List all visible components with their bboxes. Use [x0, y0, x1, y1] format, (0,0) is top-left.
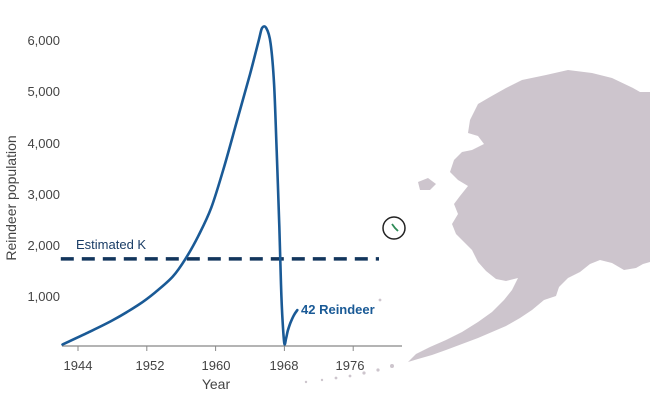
- y-tick-label: 3,000: [27, 187, 60, 202]
- y-tick-label: 1,000: [27, 289, 60, 304]
- estimated-k-label: Estimated K: [76, 237, 146, 252]
- y-tick-label: 2,000: [27, 238, 60, 253]
- aleutian-island: [304, 380, 308, 384]
- x-tick-label: 1976: [336, 358, 365, 373]
- nunivak-island: [418, 178, 436, 190]
- x-axis-title: Year: [202, 376, 231, 392]
- x-tick-marks: [77, 346, 354, 351]
- island-marker: [382, 216, 406, 240]
- y-tick-label: 5,000: [27, 84, 60, 99]
- aleutian-island: [348, 374, 352, 378]
- aleutian-island: [376, 368, 380, 372]
- y-tick-label: 4,000: [27, 136, 60, 151]
- x-tick-label: 1968: [270, 358, 299, 373]
- alaska-mainland: [408, 70, 650, 362]
- aleutian-island: [320, 378, 324, 382]
- y-axis-title: Reindeer population: [3, 135, 19, 260]
- alaska-map: [304, 70, 650, 384]
- aleutian-island: [362, 371, 366, 375]
- kodiak-island: [540, 278, 560, 300]
- aleutian-island: [334, 376, 338, 380]
- pribilof-island: [378, 298, 382, 302]
- x-tick-label: 1944: [64, 358, 93, 373]
- x-tick-label: 1952: [136, 358, 165, 373]
- aleutian-island: [390, 364, 394, 368]
- minimum-population-label: 42 Reindeer: [301, 302, 375, 317]
- x-tick-label: 1960: [202, 358, 231, 373]
- y-tick-label: 6,000: [27, 33, 60, 48]
- population-series-line: [61, 25, 299, 346]
